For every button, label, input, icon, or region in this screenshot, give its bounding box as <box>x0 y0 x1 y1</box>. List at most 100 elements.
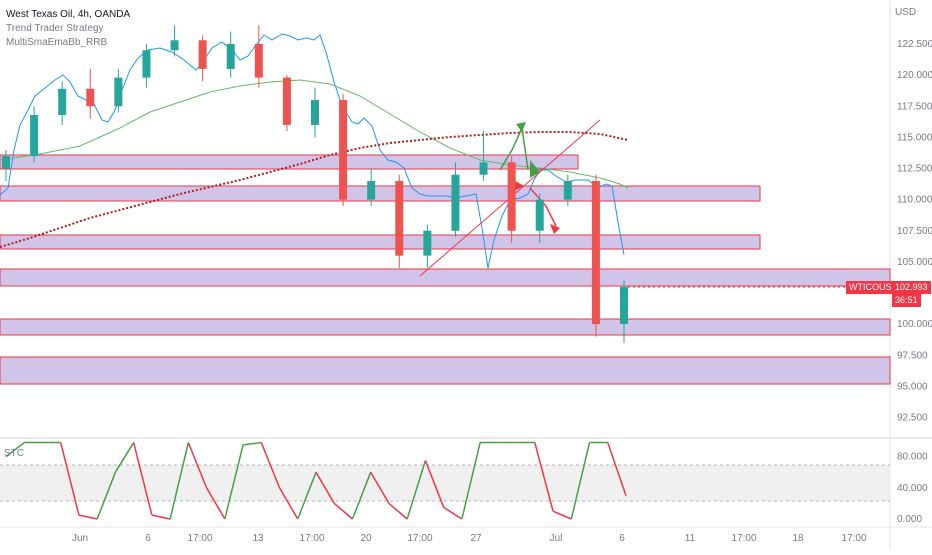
price-axis-area[interactable] <box>890 0 932 550</box>
stc-segment <box>406 460 427 520</box>
stc-segment <box>260 442 281 489</box>
stc-segment <box>534 442 554 512</box>
candle-body <box>395 180 404 256</box>
stc-segment <box>114 442 135 473</box>
time-tick-label: 20 <box>360 533 372 544</box>
stc-tick-label: 0.000 <box>897 514 922 525</box>
time-tick-label: 13 <box>252 533 264 544</box>
candle-body <box>30 114 39 157</box>
red-arrow-path <box>529 187 557 227</box>
stc-axis[interactable]: 80.000 40.000 0.000 <box>897 452 928 525</box>
stc-label[interactable]: STC <box>4 448 24 459</box>
stc-segment <box>224 444 244 520</box>
support-resistance-zones <box>0 154 891 385</box>
price-tick-label: 112.500 <box>897 164 932 175</box>
symbol-price-tag: WTICOUSD <box>846 281 901 294</box>
candle-body <box>114 77 123 107</box>
time-tick-label: Jul <box>550 533 563 544</box>
stc-segment <box>242 441 262 446</box>
time-tick-label: Jun <box>72 533 88 544</box>
candle-body <box>282 77 291 125</box>
stc-segment <box>388 502 408 520</box>
candle-body <box>423 230 432 256</box>
price-tick-label: 110.000 <box>897 195 932 206</box>
indicator-multisma[interactable]: MultiSmaEmaBb_RRB <box>6 37 108 48</box>
stc-segment <box>59 442 80 516</box>
stc-segment <box>370 471 390 504</box>
price-tick-label: 92.500 <box>897 413 928 424</box>
time-axis[interactable]: Jun 6 17:00 13 17:00 20 17:00 27 Jul 6 11 17:00 18 17… <box>72 533 867 544</box>
stc-segment <box>205 487 226 520</box>
candle-body <box>535 199 544 231</box>
candle-body <box>58 88 67 115</box>
price-tick-label: 100.000 <box>897 319 932 330</box>
stc-segment <box>187 442 208 489</box>
candle-body <box>620 286 628 325</box>
zone-rect[interactable] <box>0 268 891 287</box>
candle-body <box>311 100 319 125</box>
price-tick-label: 117.500 <box>897 101 932 112</box>
time-tick-label: 27 <box>470 533 482 544</box>
candle-body <box>367 180 376 200</box>
candlestick-series <box>2 25 628 343</box>
candle-body <box>339 100 348 200</box>
candle-body <box>198 40 207 69</box>
price-tick-label: 122.500 <box>897 39 932 50</box>
stc-segment <box>424 460 445 508</box>
chart-legend[interactable]: West Texas Oil, 4h, OANDA Trend Trader S… <box>6 8 130 50</box>
candle-body <box>142 50 151 78</box>
stc-segment <box>570 442 591 520</box>
currency-label: USD <box>895 7 916 18</box>
candle-body <box>507 162 516 231</box>
time-tick-label: 17:00 <box>407 533 432 544</box>
price-tick-label: 107.500 <box>897 226 932 237</box>
time-tick-label: 17:00 <box>731 533 756 544</box>
candle-body <box>591 180 600 325</box>
stc-segment <box>151 514 171 520</box>
stc-segment <box>461 442 481 520</box>
stc-segment <box>78 514 98 520</box>
price-tick-label: 97.500 <box>897 350 928 361</box>
red-arrow-head <box>550 224 560 234</box>
stc-series <box>5 441 627 520</box>
price-tick-label: 115.000 <box>897 132 932 143</box>
stc-segment <box>351 471 372 520</box>
time-tick-label: 6 <box>619 533 625 544</box>
price-axis[interactable]: 122.500 120.000 117.500 115.000 112.500 110.0… <box>897 39 932 424</box>
candle-body <box>563 180 572 200</box>
sma-line <box>0 79 629 189</box>
zone-rect[interactable] <box>0 356 891 385</box>
time-tick-label: 17:00 <box>841 533 866 544</box>
candle-body <box>226 44 235 69</box>
time-tick-label: 11 <box>685 533 696 544</box>
zone-rect[interactable] <box>0 318 891 336</box>
candle-body <box>86 88 95 107</box>
candle-body <box>479 162 488 175</box>
bollinger-band-line <box>0 33 625 269</box>
stc-segment <box>278 487 299 520</box>
zone-rect[interactable] <box>0 234 761 250</box>
zone-rect[interactable] <box>0 185 761 202</box>
candle-body <box>170 40 179 51</box>
stc-segment <box>96 471 117 520</box>
symbol-title[interactable]: West Texas Oil, 4h, OANDA <box>6 9 131 20</box>
time-tick-label: 6 <box>145 533 151 544</box>
green-arrow-path <box>499 125 529 171</box>
candle-body <box>254 44 263 78</box>
zone-rect[interactable] <box>0 154 579 170</box>
last-price-tag: 102.993 <box>892 281 931 294</box>
stc-segment <box>607 442 627 496</box>
candle-body <box>451 174 460 231</box>
time-tick-label: 18 <box>792 533 804 544</box>
stc-segment <box>552 510 572 520</box>
green-arrow-head <box>530 160 540 178</box>
price-tick-label: 95.000 <box>897 381 928 392</box>
time-tick-label: 17:00 <box>187 533 212 544</box>
stc-segment <box>297 471 317 520</box>
price-tick-label: 105.000 <box>897 257 932 268</box>
stc-segment <box>333 502 353 520</box>
indicator-trend-trader[interactable]: Trend Trader Strategy <box>6 23 104 34</box>
stc-tick-label: 40.000 <box>897 483 928 494</box>
